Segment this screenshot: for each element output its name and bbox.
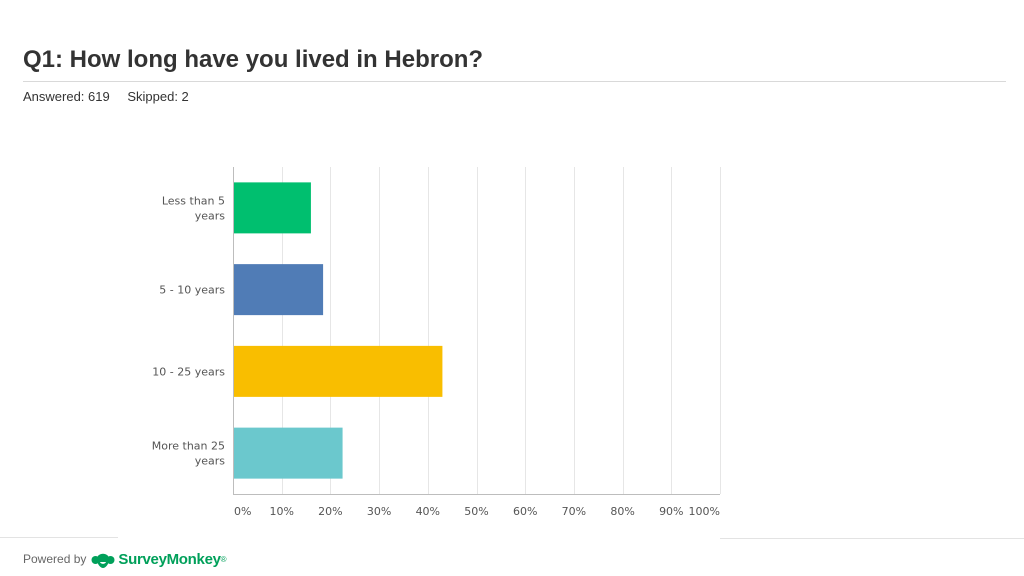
tick-label: 50% [464, 505, 488, 518]
category-label: 5 - 10 years [159, 284, 225, 297]
tick-label: 30% [367, 505, 391, 518]
bar [234, 345, 443, 397]
tick-label: 10% [269, 505, 293, 518]
powered-by-label: Powered by [23, 552, 87, 566]
footer: Powered by SurveyMonkey ® [23, 548, 227, 570]
title-divider [23, 81, 1006, 82]
axis [233, 167, 720, 495]
category-label: More than 25 [152, 440, 225, 453]
category-labels: Less than 5 years 5 - 10 years 10 - 25 year… [152, 194, 226, 467]
tick-label: 70% [562, 505, 586, 518]
tick-label: 80% [610, 505, 634, 518]
brand-trademark: ® [220, 554, 227, 564]
brand-name: SurveyMonkey [118, 550, 221, 568]
answered-count: Answered: 619 [23, 89, 110, 104]
tick-label: 0% [234, 505, 251, 518]
tick-label: 40% [416, 505, 440, 518]
response-summary: Answered: 619 Skipped: 2 [23, 89, 189, 104]
tick-label: 100% [689, 505, 720, 518]
category-label: Less than 5 [162, 194, 225, 207]
surveymonkey-logo-icon [91, 553, 115, 568]
category-label: years [195, 209, 226, 222]
bars [234, 182, 443, 479]
tick-label: 60% [513, 505, 537, 518]
skipped-count: Skipped: 2 [127, 89, 189, 104]
category-label: years [195, 455, 226, 468]
tick-label: 20% [318, 505, 342, 518]
tick-labels: 0% 10% 20% 30% 40% 50% 60% 70% 80% 90% 100% [234, 505, 720, 518]
bar [234, 182, 311, 234]
footer-divider-left [0, 537, 118, 538]
category-label: 10 - 25 years [152, 365, 225, 378]
grid-lines [282, 167, 721, 494]
tick-label: 90% [659, 505, 683, 518]
bar [234, 264, 324, 316]
bar [234, 427, 343, 479]
footer-divider-right [720, 538, 1024, 539]
question-title: Q1: How long have you lived in Hebron? [23, 46, 484, 73]
